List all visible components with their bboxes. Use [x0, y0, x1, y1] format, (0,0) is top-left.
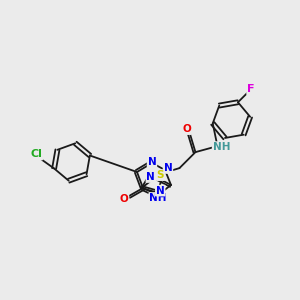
Text: O: O: [182, 124, 191, 134]
Text: O: O: [120, 194, 128, 204]
Text: F: F: [247, 84, 255, 94]
Text: S: S: [157, 170, 164, 180]
Text: Cl: Cl: [30, 149, 42, 160]
Text: NH: NH: [149, 193, 167, 203]
Text: NH: NH: [213, 142, 230, 152]
Text: N: N: [164, 163, 172, 173]
Text: N: N: [148, 157, 156, 167]
Text: N: N: [146, 172, 155, 182]
Text: N: N: [156, 186, 165, 196]
